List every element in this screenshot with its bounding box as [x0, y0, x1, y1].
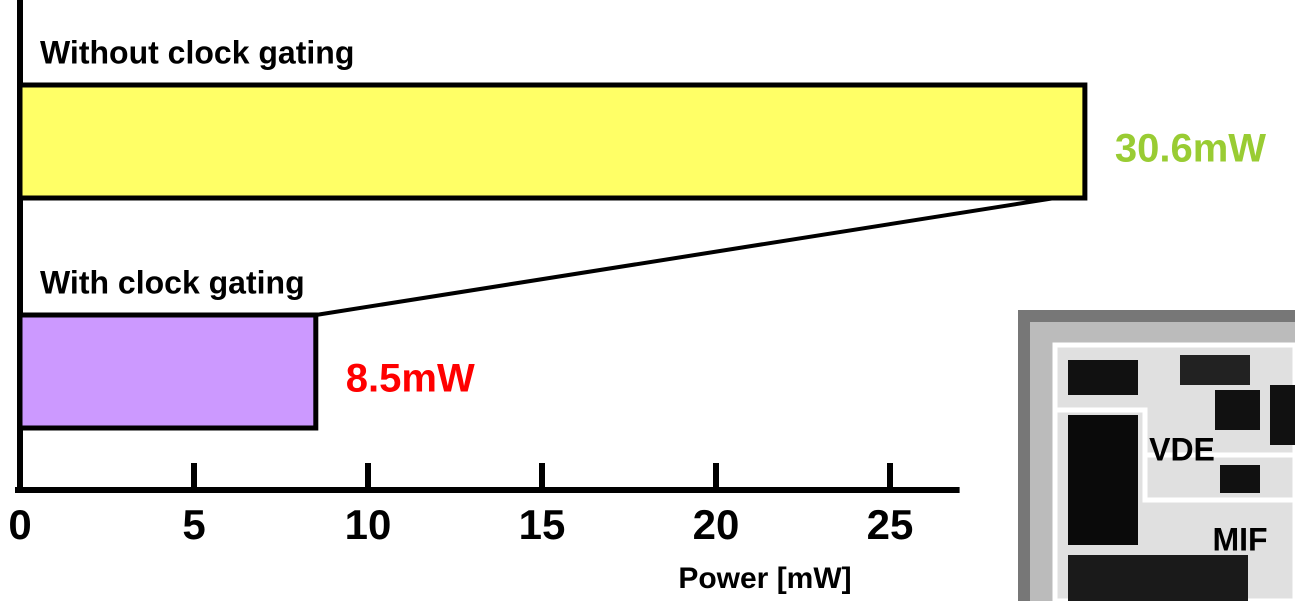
die-block: [1068, 360, 1138, 395]
page: VDE MIF Power [mW] 0 5 10 15 20 25 Without clo…: [0, 0, 1295, 601]
die-block: [1068, 415, 1138, 545]
value-label: 30.6mW: [1115, 127, 1266, 171]
x-tick-label: 15: [519, 501, 566, 548]
chart: VDE MIF Power [mW] 0 5 10 15 20 25 Without clo…: [0, 0, 1295, 601]
category-label: With clock gating: [40, 264, 305, 300]
die-block: [1220, 465, 1260, 493]
die-label: MIF: [1212, 521, 1267, 557]
x-tick-label: 25: [867, 501, 914, 548]
die-block: [1215, 390, 1260, 430]
x-tick-label: 0: [8, 501, 31, 548]
bar: [20, 85, 1085, 198]
die-label: VDE: [1149, 431, 1215, 467]
die-block: [1270, 385, 1295, 445]
connector-line: [316, 198, 1055, 315]
x-tick-label: 20: [693, 501, 740, 548]
die-block: [1180, 355, 1250, 385]
x-tick-label: 5: [182, 501, 205, 548]
x-tick-label: 10: [345, 501, 392, 548]
bar: [20, 315, 316, 428]
x-axis-label: Power [mW]: [678, 562, 851, 595]
die-block: [1068, 555, 1248, 601]
value-label: 8.5mW: [346, 357, 475, 401]
category-label: Without clock gating: [40, 34, 354, 70]
die-photo: VDE MIF: [1018, 310, 1295, 601]
